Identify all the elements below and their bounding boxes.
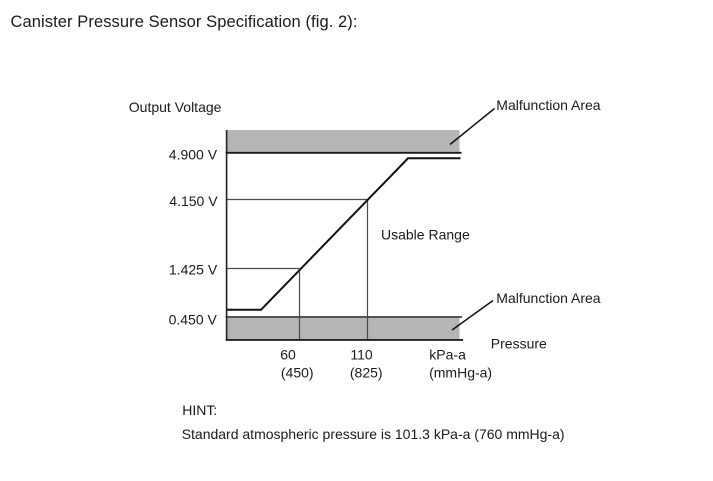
svg-text:4.900 V: 4.900 V bbox=[169, 147, 218, 163]
svg-text:kPa-a: kPa-a bbox=[429, 347, 466, 363]
svg-text:Pressure: Pressure bbox=[491, 335, 547, 351]
svg-text:(450): (450) bbox=[281, 365, 314, 381]
svg-text:4.150 V: 4.150 V bbox=[169, 193, 218, 209]
svg-text:HINT:: HINT: bbox=[182, 402, 217, 418]
svg-text:1.425 V: 1.425 V bbox=[169, 262, 218, 278]
svg-text:110: 110 bbox=[350, 347, 373, 363]
svg-text:Malfunction Area: Malfunction Area bbox=[496, 290, 600, 306]
svg-text:Usable Range: Usable Range bbox=[381, 227, 470, 243]
svg-text:0.450 V: 0.450 V bbox=[169, 312, 218, 328]
svg-text:Output Voltage: Output Voltage bbox=[129, 99, 222, 115]
svg-text:60: 60 bbox=[280, 347, 296, 363]
svg-text:(825): (825) bbox=[350, 365, 383, 381]
svg-text:Canister Pressure Sensor Speci: Canister Pressure Sensor Specification (… bbox=[11, 13, 358, 31]
svg-text:Standard atmospheric pressure: Standard atmospheric pressure is 101.3 k… bbox=[182, 426, 565, 442]
svg-text:(mmHg-a): (mmHg-a) bbox=[429, 365, 492, 381]
svg-text:Malfunction Area: Malfunction Area bbox=[496, 97, 600, 113]
